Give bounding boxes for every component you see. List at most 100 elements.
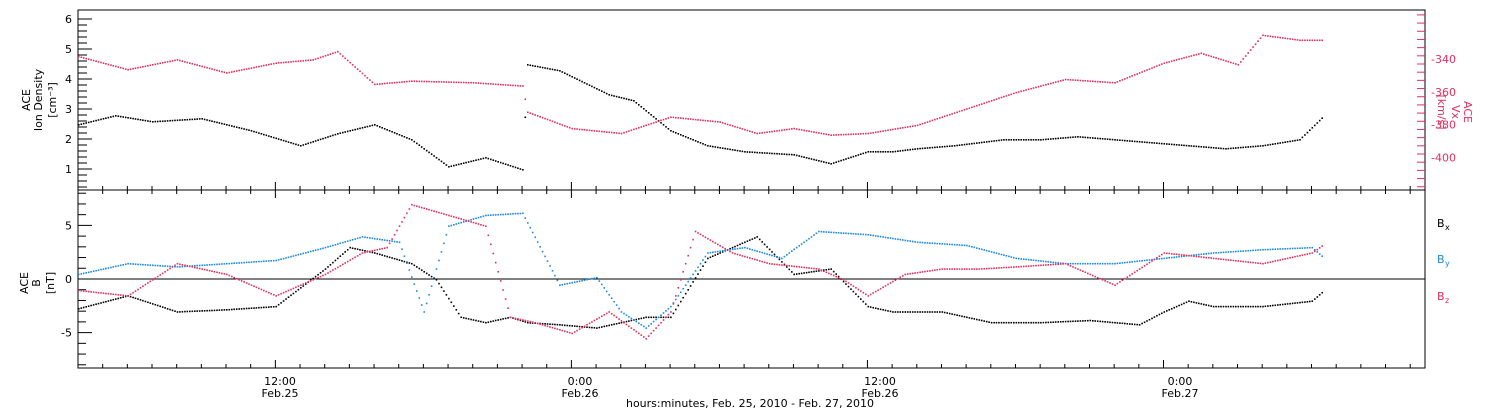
y-tick-label: 0 [65, 273, 72, 286]
bx-point [1106, 321, 1109, 323]
by-point [1027, 258, 1030, 261]
bz-point [1084, 271, 1087, 274]
ion-density-point [1314, 124, 1316, 127]
by-point [514, 212, 517, 215]
vx-point [250, 67, 253, 69]
bz-point [788, 265, 791, 267]
by-point [1072, 262, 1074, 265]
bz-point [144, 283, 147, 286]
ion-density-point [92, 120, 95, 122]
bx-point [231, 308, 233, 311]
ion-density-point [739, 150, 741, 152]
bz-point [1059, 263, 1062, 265]
bx-point [904, 311, 907, 313]
by-point [322, 247, 324, 250]
bz-point [1259, 262, 1262, 265]
ion-density-point [494, 160, 497, 162]
bx-point [240, 308, 243, 310]
ion-density-point [805, 157, 808, 159]
by-point [324, 246, 327, 249]
by-point [808, 237, 810, 240]
bx-point [576, 325, 578, 328]
vx-point [603, 131, 606, 133]
by-point [655, 318, 657, 321]
vx-point [403, 81, 406, 83]
bz-point [781, 264, 783, 266]
ion-density-point [879, 151, 882, 153]
by-point [961, 244, 963, 246]
ion-density-point [934, 146, 936, 149]
bz-point [1000, 267, 1003, 269]
vx-point [1077, 79, 1079, 82]
bz-point [916, 271, 919, 274]
bz-point [1254, 262, 1257, 264]
ion-density-point [1082, 136, 1084, 138]
bz-point [707, 237, 709, 240]
by-point [1096, 262, 1099, 265]
bx-point [169, 308, 171, 311]
bz-point [778, 264, 781, 266]
bz-point [265, 290, 268, 293]
by-point [618, 307, 620, 310]
bz-point [1316, 248, 1319, 251]
bz-point [714, 242, 717, 244]
ion-density-point [795, 154, 798, 157]
bx-point [1163, 311, 1166, 313]
bz-point [593, 319, 596, 322]
vx-point [1114, 82, 1116, 84]
bx-point [1193, 301, 1195, 304]
bz-point [810, 267, 813, 270]
bz-point [1207, 257, 1210, 259]
bz-point [911, 272, 914, 275]
ion-density-point [1180, 144, 1183, 146]
bx-point [356, 248, 359, 250]
ion-density-point [1272, 143, 1274, 145]
vx-point [943, 115, 946, 118]
vx-point [268, 63, 270, 66]
y-tick-label: -5 [61, 327, 72, 340]
bz-point [1079, 269, 1082, 271]
y-tick-label: 3 [65, 103, 72, 116]
by-point [1203, 253, 1205, 255]
by-point [386, 239, 388, 242]
bz-point [783, 264, 786, 267]
ion-density-point [462, 162, 465, 164]
bx-point [100, 302, 102, 304]
bx-point [541, 322, 544, 325]
bx-point [144, 300, 147, 303]
bz-point [517, 318, 519, 320]
legend-by: B y [1437, 253, 1450, 268]
vx-point [82, 57, 85, 59]
bx-point [440, 286, 443, 289]
vx-point [490, 83, 492, 85]
vx-point [1193, 54, 1195, 57]
by-point [314, 249, 317, 251]
vx-point [887, 129, 889, 132]
bx-point [268, 306, 270, 308]
bz-point [1235, 260, 1237, 262]
by-point [430, 285, 433, 287]
vx-point [1272, 35, 1274, 38]
by-point [939, 242, 941, 245]
vx-point [1198, 53, 1200, 55]
vx-point [450, 81, 453, 83]
by-point [687, 280, 689, 283]
bx-point [643, 317, 645, 319]
by-point [973, 246, 976, 249]
bz-point [855, 287, 857, 289]
by-point [142, 263, 144, 266]
ion-density-point [1173, 143, 1175, 146]
bz-point [998, 267, 1000, 269]
by-point [773, 255, 776, 257]
vx-point [931, 119, 934, 122]
by-point [110, 266, 112, 269]
ion-density-point [820, 160, 823, 163]
vx-point [502, 84, 504, 86]
ion-density-point [744, 151, 746, 153]
bx-point [82, 306, 85, 309]
by-point [990, 251, 993, 253]
vx-point [1059, 80, 1062, 82]
bz-point [302, 283, 305, 285]
by-point [250, 261, 253, 263]
vx-point [971, 106, 973, 109]
